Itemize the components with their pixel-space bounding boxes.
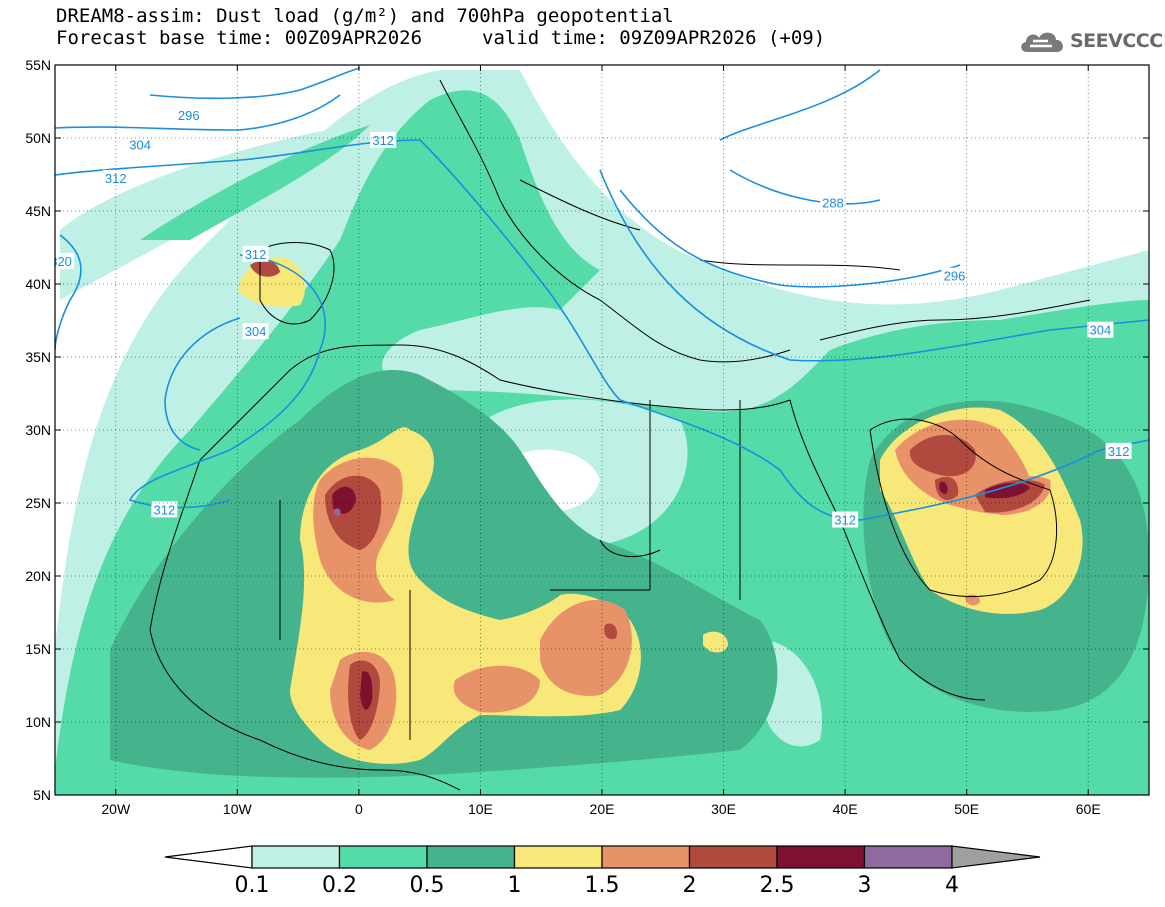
colorbar-label: 3	[858, 873, 872, 898]
contour-labels: 296 304 312 312 320 312 304 312 312 312 304 296 288	[50, 107, 1132, 528]
contour-label-bg	[941, 267, 968, 284]
contour-label-bg	[151, 501, 178, 518]
colorbar-label: 2	[683, 873, 697, 898]
lon-tick-label: 20W	[101, 801, 131, 817]
lat-tick-label: 35N	[25, 349, 51, 365]
lon-tick-label: 0	[355, 801, 363, 817]
lat-tick-label: 20N	[25, 568, 51, 584]
colorbar-swatch	[863, 845, 953, 869]
lon-tick-label: 10E	[468, 801, 493, 817]
colorbar-low-arrow	[164, 845, 253, 869]
contour-label: 312	[245, 247, 267, 262]
cloud-icon	[1021, 32, 1063, 52]
contour-label-bg	[242, 245, 269, 262]
contour-label-bg	[55, 253, 75, 270]
lat-tick-label: 50N	[25, 130, 51, 146]
colorbar-swatch	[513, 845, 603, 869]
contour-label-bg	[819, 194, 846, 211]
contour-label-bg	[1087, 321, 1114, 338]
contour-label: 296	[944, 269, 966, 284]
lon-tick-label: 40E	[833, 801, 858, 817]
colorbar-label: 4	[945, 873, 959, 898]
contour-label: 320	[50, 254, 72, 269]
logo-text: SEEVCCC	[1070, 30, 1163, 52]
colorbar-label: 0.5	[410, 873, 445, 898]
lon-tick-label: 10W	[223, 801, 253, 817]
seevccc-logo: SEEVCCC	[1018, 26, 1163, 56]
contour-label-bg	[832, 511, 859, 528]
contour-label-bg	[127, 136, 154, 153]
contour-label: 304	[129, 137, 151, 152]
lon-tick-label: 50E	[954, 801, 979, 817]
colorbar-label: 0.2	[322, 873, 357, 898]
colorbar: 0.1 0.2 0.5 1 1.5 2 2.5 3 4	[164, 845, 1041, 898]
lat-tick-label: 5N	[33, 787, 51, 803]
dust-load-field: 296 304 312 312 320 312 304 312 312 312 304 296 288	[50, 65, 1149, 795]
graticule	[55, 65, 1149, 795]
colorbar-swatch	[251, 845, 341, 869]
contour-label: 288	[822, 196, 844, 211]
geopotential-contours	[55, 67, 1149, 521]
colorbar-label: 0.1	[235, 873, 270, 898]
colorbar-label: 1	[508, 873, 522, 898]
lat-tick-label: 55N	[25, 57, 51, 73]
colorbar-swatch	[776, 845, 866, 869]
valid-time: valid time: 09Z09APR2026 (+09)	[482, 27, 826, 49]
lon-tick-label: 60E	[1076, 801, 1101, 817]
contour-label: 312	[1108, 444, 1130, 459]
base-time: Forecast base time: 00Z09APR2026	[56, 27, 423, 49]
lat-tick-label: 10N	[25, 714, 51, 730]
lat-tick-label: 15N	[25, 641, 51, 657]
contour-label-bg	[370, 131, 397, 148]
contour-label: 296	[178, 108, 200, 123]
longitude-axis: 20W 10W 0 10E 20E 30E 40E 50E 60E	[101, 65, 1101, 817]
map-title: DREAM8-assim: Dust load (g/m²) and 700hP…	[56, 5, 674, 27]
contour-label: 304	[245, 324, 267, 339]
colorbar-high-arrow	[951, 845, 1041, 869]
contour-label: 304	[1090, 323, 1112, 338]
forecast-times: Forecast base time: 00Z09APR2026 valid ti…	[56, 27, 825, 49]
contour-label-bg	[242, 323, 269, 340]
lat-tick-label: 40N	[25, 276, 51, 292]
colorbar-label: 2.5	[760, 873, 795, 898]
lat-tick-label: 45N	[25, 203, 51, 219]
colorbar-swatch	[601, 845, 691, 869]
contour-label: 312	[154, 502, 176, 517]
colorbar-swatch	[338, 845, 428, 869]
colorbar-swatch	[688, 845, 778, 869]
contour-label-bg	[175, 107, 202, 124]
latitude-axis: 55N 50N 45N 40N 35N 30N 25N 20N 15N 10N 5N	[25, 57, 1149, 803]
contour-label: 312	[105, 171, 127, 186]
lat-tick-label: 30N	[25, 422, 51, 438]
contour-label-bg	[1105, 442, 1132, 459]
lon-tick-label: 30E	[711, 801, 736, 817]
contour-label: 312	[834, 513, 856, 528]
lon-tick-label: 20E	[590, 801, 615, 817]
colorbar-label: 1.5	[585, 873, 620, 898]
contour-label: 312	[372, 133, 394, 148]
lat-tick-label: 25N	[25, 495, 51, 511]
colorbar-swatch	[426, 845, 516, 869]
